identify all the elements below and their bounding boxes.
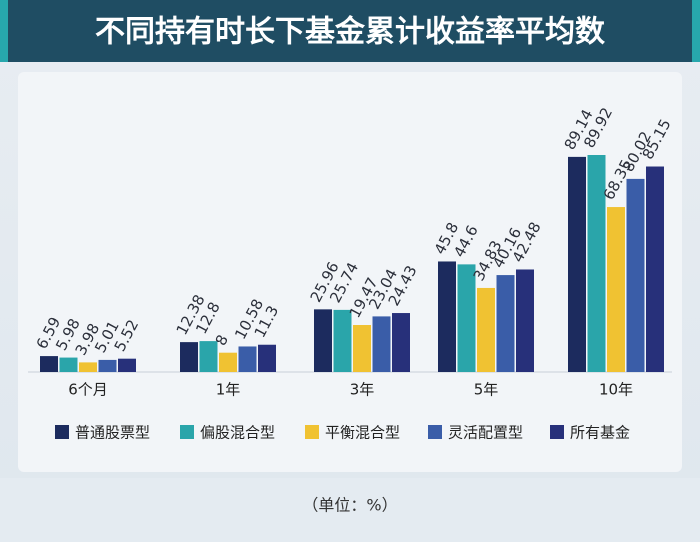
- bar: [59, 357, 78, 372]
- bar: [180, 342, 198, 372]
- bar: [516, 269, 534, 372]
- bar: [98, 359, 117, 372]
- bar: [238, 346, 257, 372]
- legend-swatch: [550, 425, 564, 439]
- bar: [79, 362, 97, 372]
- bar: [496, 275, 515, 372]
- unit-note: （单位：%）: [302, 496, 397, 515]
- chart-title: 不同持有时长下基金累计收益率平均数: [95, 15, 606, 50]
- bar: [392, 313, 410, 372]
- legend-swatch: [428, 425, 442, 439]
- legend-swatch: [180, 425, 194, 439]
- legend-swatch: [55, 425, 69, 439]
- bar: [646, 166, 664, 372]
- bar: [438, 261, 456, 372]
- x-tick-label: 1年: [216, 381, 241, 399]
- bar: [372, 316, 391, 372]
- title-accent: [0, 0, 8, 62]
- bar: [314, 309, 332, 372]
- legend-label: 普通股票型: [75, 424, 150, 442]
- legend-label: 灵活配置型: [448, 424, 523, 442]
- bar: [258, 344, 276, 372]
- bar: [607, 207, 625, 372]
- legend-label: 偏股混合型: [200, 424, 275, 442]
- x-tick-label: 10年: [599, 381, 633, 399]
- bar: [477, 287, 495, 372]
- footer-band: [0, 478, 700, 542]
- title-band: [0, 0, 700, 62]
- legend-label: 平衡混合型: [325, 424, 400, 442]
- x-tick-label: 3年: [350, 381, 375, 399]
- bar: [587, 155, 606, 372]
- legend-swatch: [305, 425, 319, 439]
- bar: [40, 356, 58, 372]
- bar: [118, 358, 136, 372]
- bar: [568, 156, 586, 372]
- title-accent: [692, 0, 700, 62]
- bar: [626, 178, 645, 372]
- bar: [199, 341, 218, 372]
- bar: [457, 264, 476, 372]
- x-tick-label: 5年: [474, 381, 499, 399]
- bar: [333, 309, 352, 372]
- x-tick-label: 6个月: [68, 381, 108, 399]
- bar: [353, 325, 371, 372]
- legend-label: 所有基金: [570, 424, 630, 442]
- bar: [219, 352, 237, 372]
